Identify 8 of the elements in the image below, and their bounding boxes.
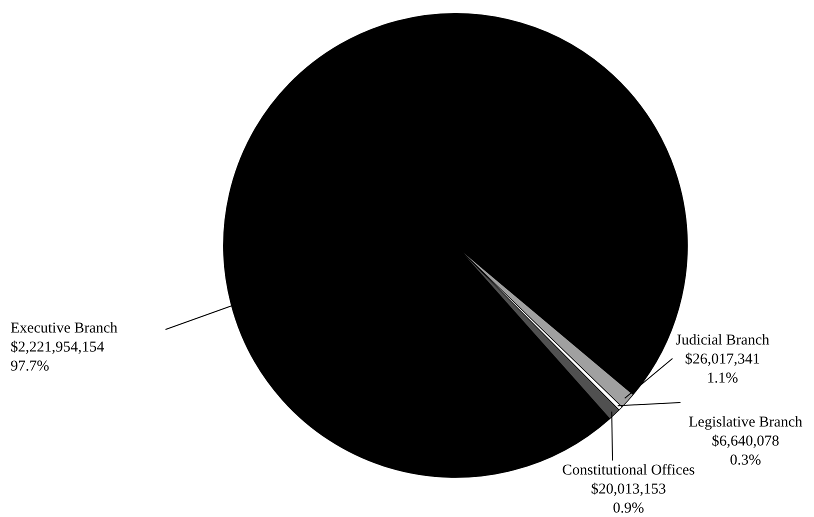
slice-label: Legislative Branch — [688, 414, 803, 430]
data-label: $2,221,954,154 97.7% — [10, 340, 105, 374]
slice-label: Constitutional Offices — [562, 462, 695, 478]
data-label: $26,017,341 1.1% — [685, 352, 760, 386]
slice-label: Judicial Branch — [676, 332, 770, 348]
data-label: $20,013,153 0.9% — [591, 482, 666, 516]
slice-label: Executive Branch — [10, 320, 118, 336]
data-label: $6,640,078 0.3% — [712, 434, 780, 468]
